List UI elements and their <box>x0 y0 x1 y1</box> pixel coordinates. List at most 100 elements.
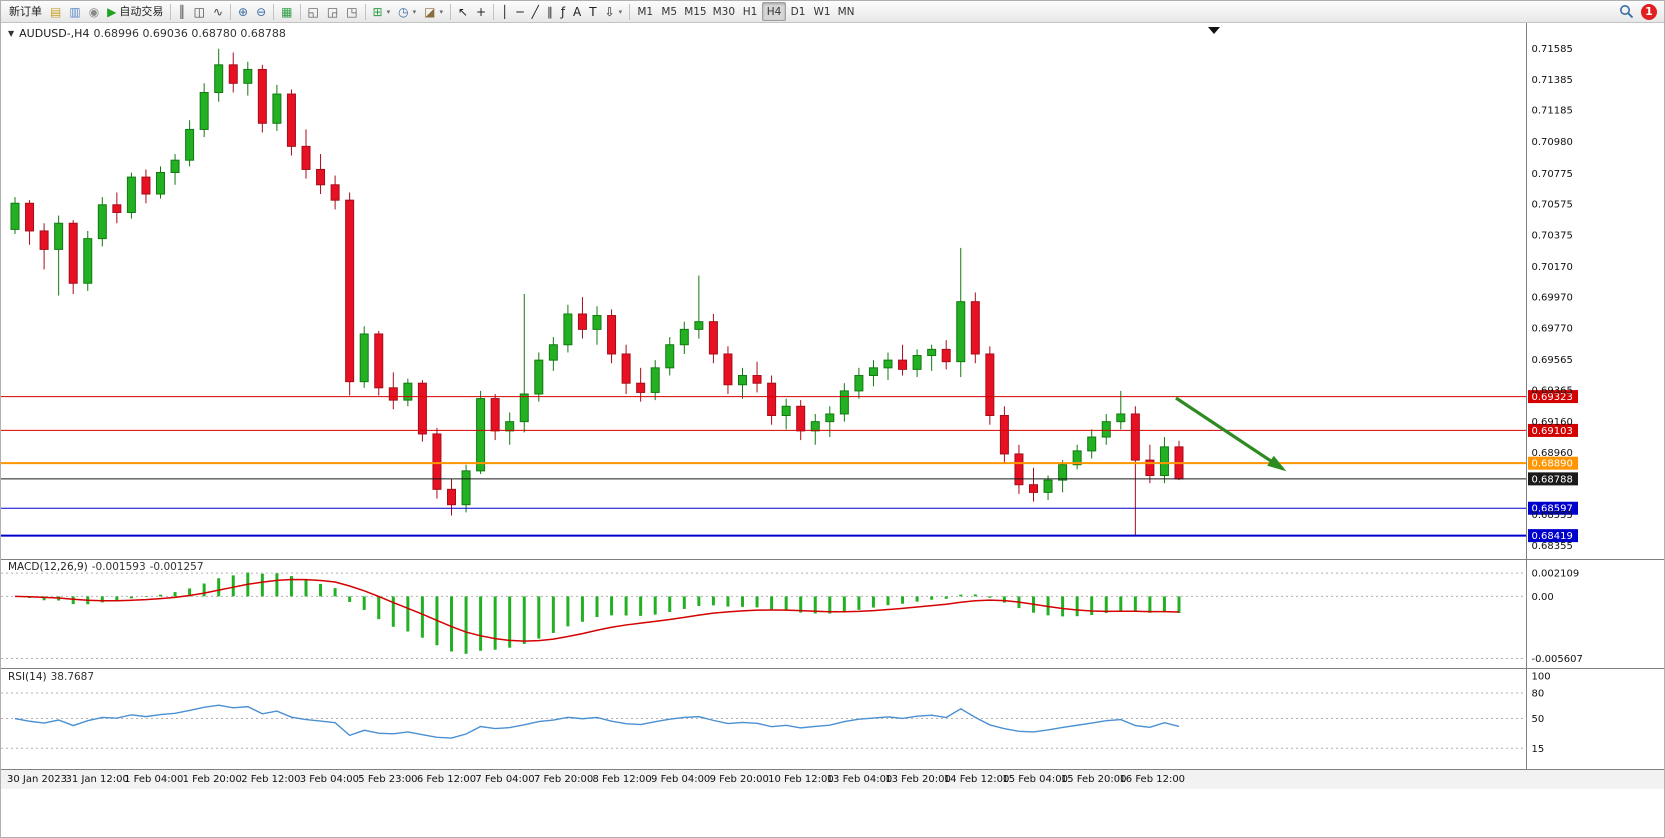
svg-text:3 Feb 04:00: 3 Feb 04:00 <box>300 774 359 785</box>
chart-title: ▼ AUDUSD-,H4 0.68996 0.69036 0.68780 0.687… <box>8 27 286 40</box>
macd-name: MACD(12,26,9) <box>8 561 88 573</box>
zoom-in-icon[interactable]: ⊕ <box>234 2 252 21</box>
arrows-tool-icon[interactable]: ⇩ ▾ <box>601 2 627 21</box>
toolbar-right: 1 <box>1619 3 1660 20</box>
svg-text:0.68355: 0.68355 <box>1532 541 1573 552</box>
tile-windows-icon[interactable]: ▦ <box>277 2 296 21</box>
toolbar-separator <box>170 3 172 20</box>
market-watch-icon[interactable]: ▤ <box>46 2 65 21</box>
svg-text:50: 50 <box>1532 714 1545 725</box>
timeframe-w1[interactable]: W1 <box>810 2 834 21</box>
arrows-tool-icon: ⇩ <box>604 4 615 19</box>
rsi-name: RSI(14) <box>8 671 47 683</box>
svg-text:1 Feb 20:00: 1 Feb 20:00 <box>183 774 242 785</box>
timeframe-m15[interactable]: M15 <box>681 2 709 21</box>
data-window-icon: ▥ <box>69 4 81 19</box>
svg-text:0.68890: 0.68890 <box>1532 459 1573 470</box>
arrange-cascade-icon[interactable]: ◱ <box>304 2 323 21</box>
toolbar-separator <box>364 3 366 20</box>
horizontal-line-icon[interactable]: ─ <box>512 2 527 21</box>
periods-clock-icon[interactable]: ◷ ▾ <box>394 2 420 21</box>
cursor-icon: ↖ <box>457 4 469 19</box>
timeframe-m1[interactable]: M1 <box>633 2 657 21</box>
navigator-icon: ◉ <box>88 4 100 19</box>
line-chart-icon[interactable]: ∿ <box>209 2 227 21</box>
fibonacci-icon[interactable]: ƒ <box>557 2 569 21</box>
one-click-trading-toggle-icon[interactable]: ▼ <box>8 29 15 38</box>
svg-text:0.71585: 0.71585 <box>1532 44 1573 55</box>
templates-icon[interactable]: ◪ ▾ <box>420 2 447 21</box>
rsi-panel: 100 80 50 15 <box>1 672 1551 755</box>
svg-text:0.69160: 0.69160 <box>1532 417 1573 428</box>
trendline-icon[interactable]: ╱ <box>528 2 543 21</box>
market-watch-icon: ▤ <box>50 4 62 19</box>
svg-text:0.70170: 0.70170 <box>1532 262 1573 273</box>
timeframe-m30[interactable]: M30 <box>710 2 738 21</box>
timeframe-m5[interactable]: M5 <box>657 2 681 21</box>
new-order-button-label: 新订单 <box>9 5 42 18</box>
toolbar-separator <box>299 3 301 20</box>
svg-text:-0.005607: -0.005607 <box>1532 654 1583 665</box>
candlestick-chart-icon: ◫ <box>193 4 205 19</box>
vertical-line-icon[interactable]: │ <box>497 2 512 21</box>
crosshair-icon[interactable]: + <box>472 2 490 21</box>
tile-windows-icon: ▦ <box>281 4 293 19</box>
svg-text:15: 15 <box>1532 744 1545 755</box>
svg-text:0.00: 0.00 <box>1532 592 1554 603</box>
search-icon[interactable] <box>1619 4 1634 19</box>
channel-icon[interactable]: ∥ <box>543 2 557 21</box>
cursor-icon[interactable]: ↖ <box>454 2 472 21</box>
svg-text:0.69970: 0.69970 <box>1532 293 1573 304</box>
navigator-icon[interactable]: ◉ <box>85 2 103 21</box>
timeframe-h1[interactable]: H1 <box>738 2 762 21</box>
svg-text:13 Feb 04:00: 13 Feb 04:00 <box>827 774 893 785</box>
svg-text:15 Feb 20:00: 15 Feb 20:00 <box>1061 774 1127 785</box>
notification-badge[interactable]: 1 <box>1641 3 1657 20</box>
text-icon[interactable]: A <box>569 2 585 21</box>
data-window-icon[interactable]: ▥ <box>65 2 84 21</box>
timeframe-mn[interactable]: MN <box>834 2 858 21</box>
price-tag-0.69103 <box>1528 423 1578 437</box>
svg-text:9 Feb 20:00: 9 Feb 20:00 <box>710 774 769 785</box>
text-label-icon[interactable]: T <box>585 2 600 21</box>
zoom-out-icon[interactable]: ⊖ <box>252 2 270 21</box>
ohlc-values: 0.68996 0.69036 0.68780 0.68788 <box>93 27 286 40</box>
svg-text:16 Feb 12:00: 16 Feb 12:00 <box>1119 774 1185 785</box>
svg-text:0.68788: 0.68788 <box>1532 474 1573 485</box>
trendline-icon: ╱ <box>531 4 539 19</box>
svg-text:0.69323: 0.69323 <box>1532 392 1573 403</box>
svg-text:14 Feb 12:00: 14 Feb 12:00 <box>944 774 1010 785</box>
svg-text:0.002109: 0.002109 <box>1532 569 1580 580</box>
indicators-add-icon: ⊞ <box>372 4 383 19</box>
arrange-horizontal-icon: ◲ <box>326 4 339 19</box>
price-axis[interactable]: 0.71585 0.71385 0.71185 0.70980 0.70775 0.705… <box>1532 44 1573 552</box>
candlestick-chart-icon[interactable]: ◫ <box>190 2 209 21</box>
svg-text:1 Feb 04:00: 1 Feb 04:00 <box>124 774 183 785</box>
chart-canvas[interactable]: 0.69323 0.69103 0.68890 0.68788 0.68597 0.684… <box>1 23 1665 838</box>
channel-icon: ∥ <box>546 4 553 19</box>
indicators-add-icon[interactable]: ⊞ ▾ <box>369 2 395 21</box>
toolbar-separator <box>493 3 495 20</box>
bar-chart-icon[interactable]: ║ <box>174 2 189 21</box>
arrange-horizontal-icon[interactable]: ◲ <box>323 2 342 21</box>
new-order-button[interactable]: 新订单 <box>5 2 46 21</box>
svg-text:80: 80 <box>1532 689 1545 700</box>
svg-text:0.68960: 0.68960 <box>1532 448 1573 459</box>
crosshair-icon: + <box>476 4 487 19</box>
chart-shift-marker[interactable] <box>1208 27 1220 34</box>
timeframe-h4[interactable]: H4 <box>762 2 787 21</box>
auto-trading-button[interactable]: ▶ 自动交易 <box>103 2 167 21</box>
svg-text:2 Feb 12:00: 2 Feb 12:00 <box>241 774 300 785</box>
arrange-vertical-icon[interactable]: ◳ <box>342 2 361 21</box>
chevron-down-icon: ▾ <box>386 7 391 16</box>
trend-arrow-annotation[interactable] <box>1175 396 1287 472</box>
svg-text:0.70575: 0.70575 <box>1532 200 1573 211</box>
text-label-icon: T <box>589 4 597 19</box>
timeframe-d1[interactable]: D1 <box>786 2 810 21</box>
symbol-period-label: AUDUSD-,H4 <box>19 27 90 40</box>
chevron-down-icon: ▾ <box>412 7 417 16</box>
candlesticks <box>10 48 1184 536</box>
zoom-out-icon: ⊖ <box>256 4 267 19</box>
